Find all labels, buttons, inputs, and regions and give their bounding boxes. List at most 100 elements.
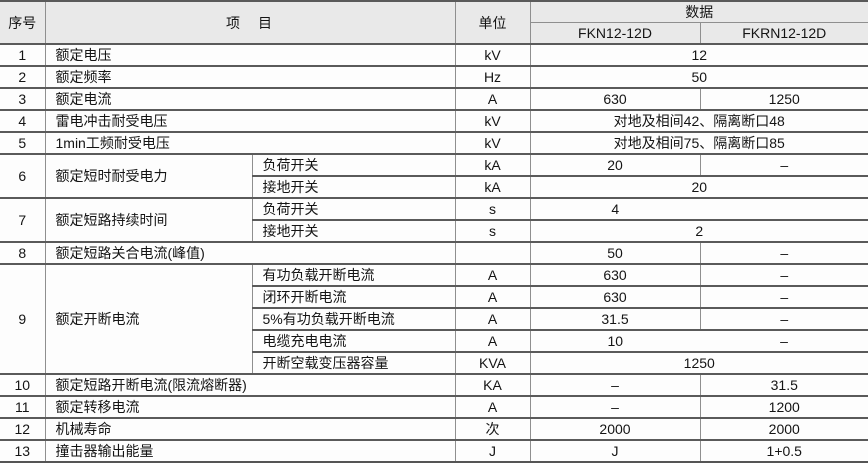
cell-unit: A xyxy=(454,329,530,352)
table-row: 4 雷电冲击耐受电压 kV 对地及相间42、隔离断口48 xyxy=(0,109,868,132)
cell-unit: J xyxy=(454,439,530,462)
cell-value-merged: 12 xyxy=(529,43,868,66)
cell-subitem: 接地开关 xyxy=(251,219,455,242)
cell-value-fkn: 20 xyxy=(529,153,700,176)
cell-value-fkrn: – xyxy=(700,329,868,352)
cell-unit: A xyxy=(454,285,530,308)
cell-item: 雷电冲击耐受电压 xyxy=(44,109,455,132)
table-row: 6 额定短时耐受电力 负荷开关 kA 20 – xyxy=(0,153,868,198)
cell-value-fkrn: – xyxy=(699,153,868,176)
cell-value-fkn: 10 xyxy=(529,329,700,352)
row-serial: 6 xyxy=(0,153,45,198)
cell-value-fkn: 630 xyxy=(529,285,700,308)
cell-item: 撞击器输出能量 xyxy=(44,439,455,462)
cell-unit: kV xyxy=(454,43,530,66)
row-serial: 3 xyxy=(0,87,45,110)
cell-item: 额定转移电流 xyxy=(44,395,455,418)
cell-subitem: 5%有功负载开断电流 xyxy=(251,307,455,330)
cell-item: 1min工频耐受电压 xyxy=(44,131,455,154)
table-row: 闭环开断电流 A 630 – xyxy=(0,285,868,308)
cell-item: 额定短时耐受电力 xyxy=(44,153,252,198)
cell-unit: s xyxy=(454,219,530,242)
cell-value-fkrn: – xyxy=(699,285,868,308)
header-serial: 序号 xyxy=(0,0,45,44)
cell-item: 额定电压 xyxy=(44,43,455,66)
table-row: 9 额定开断电流 有功负载开断电流 A 630 – xyxy=(0,263,868,374)
cell-value-fkn: 4 xyxy=(529,197,700,220)
table-row: 7 额定短路持续时间 负荷开关 s 4 xyxy=(0,197,868,242)
cell-value-fkrn: 1250 xyxy=(699,87,868,110)
cell-unit: kV xyxy=(454,109,530,132)
cell-value-fkrn: – xyxy=(699,307,868,330)
row-serial: 12 xyxy=(0,417,45,440)
cell-item: 额定频率 xyxy=(44,65,455,88)
cell-unit: Hz xyxy=(454,65,530,88)
table-row: 8 额定短路关合电流(峰值) 50 – xyxy=(0,241,868,264)
cell-unit: A xyxy=(454,263,530,286)
cell-value-fkrn: – xyxy=(699,263,868,286)
row-serial: 9 xyxy=(0,263,45,374)
header-row-1: 序号 项 目 单位 数据 xyxy=(0,0,868,44)
table-row: 5 1min工频耐受电压 kV 对地及相间75、隔离断口85 xyxy=(0,131,868,154)
cell-value-merged: 对地及相间42、隔离断口48 xyxy=(529,109,868,132)
cell-value-merged: 对地及相间75、隔离断口85 xyxy=(529,131,868,154)
cell-subitem: 负荷开关 xyxy=(251,197,455,220)
header-row-2: FKN12-12D FKRN12-12D xyxy=(0,22,868,44)
row-serial: 1 xyxy=(0,43,45,66)
header-item: 项 目 xyxy=(44,0,455,44)
cell-item: 额定短路关合电流(峰值) xyxy=(44,241,455,264)
row-serial: 2 xyxy=(0,65,45,88)
cell-value-fkn: 50 xyxy=(529,241,700,264)
cell-value-merged: 50 xyxy=(529,65,868,88)
cell-value-fkn: 31.5 xyxy=(529,307,700,330)
header-unit: 单位 xyxy=(454,0,530,44)
cell-value-fkn: – xyxy=(529,395,700,418)
cell-item: 额定短路持续时间 xyxy=(44,197,252,242)
cell-value-fkn: – xyxy=(529,373,700,396)
row-serial: 5 xyxy=(0,131,45,154)
cell-value-merged: 20 xyxy=(529,175,868,198)
cell-unit: kA xyxy=(454,153,530,176)
cell-value-fkrn: 2000 xyxy=(699,417,868,440)
table-row: 接地开关 s 2 xyxy=(0,219,868,242)
cell-value-fkrn: 1200 xyxy=(699,395,868,418)
cell-unit: 次 xyxy=(454,417,530,440)
cell-unit: A xyxy=(454,395,530,418)
cell-value-merged: 2 xyxy=(529,219,868,242)
row-serial: 7 xyxy=(0,197,45,242)
cell-unit: KVA xyxy=(454,351,530,374)
cell-unit: KA xyxy=(454,373,530,396)
cell-subitem: 闭环开断电流 xyxy=(251,285,455,308)
table-row: 1 额定电压 kV 12 xyxy=(0,43,868,66)
table-row: 3 额定电流 A 630 1250 xyxy=(0,87,868,110)
row-serial: 10 xyxy=(0,373,45,396)
cell-subitem: 接地开关 xyxy=(251,175,455,198)
cell-subitem: 负荷开关 xyxy=(251,153,455,176)
cell-subitem: 开断空载变压器容量 xyxy=(251,351,455,374)
cell-item: 机械寿命 xyxy=(44,417,455,440)
cell-value-fkrn: – xyxy=(699,241,868,264)
cell-value-fkrn: 1+0.5 xyxy=(699,439,868,462)
row-serial: 13 xyxy=(0,439,45,462)
cell-value-fkrn xyxy=(700,197,868,220)
cell-item: 额定开断电流 xyxy=(44,263,252,374)
cell-value-merged: 1250 xyxy=(529,351,868,374)
header-model-fkrn: FKRN12-12D xyxy=(699,22,868,44)
cell-value-fkn: 2000 xyxy=(529,417,700,440)
header-model-fkn: FKN12-12D xyxy=(529,22,700,44)
header-data: 数据 xyxy=(529,0,868,23)
row-serial: 4 xyxy=(0,109,45,132)
table-row: 开断空载变压器容量 KVA 1250 xyxy=(0,351,868,374)
table-row: 接地开关 kA 20 xyxy=(0,175,868,198)
table-row: 13 撞击器输出能量 J J 1+0.5 xyxy=(0,439,868,462)
cell-unit: A xyxy=(454,307,530,330)
cell-item: 额定电流 xyxy=(44,87,455,110)
table-row: 11 额定转移电流 A – 1200 xyxy=(0,395,868,418)
cell-item: 额定短路开断电流(限流熔断器) xyxy=(44,373,455,396)
cell-unit xyxy=(454,241,530,264)
cell-value-fkn: 630 xyxy=(529,87,700,110)
cell-unit: s xyxy=(454,197,530,220)
cell-value-fkn: J xyxy=(529,439,700,462)
